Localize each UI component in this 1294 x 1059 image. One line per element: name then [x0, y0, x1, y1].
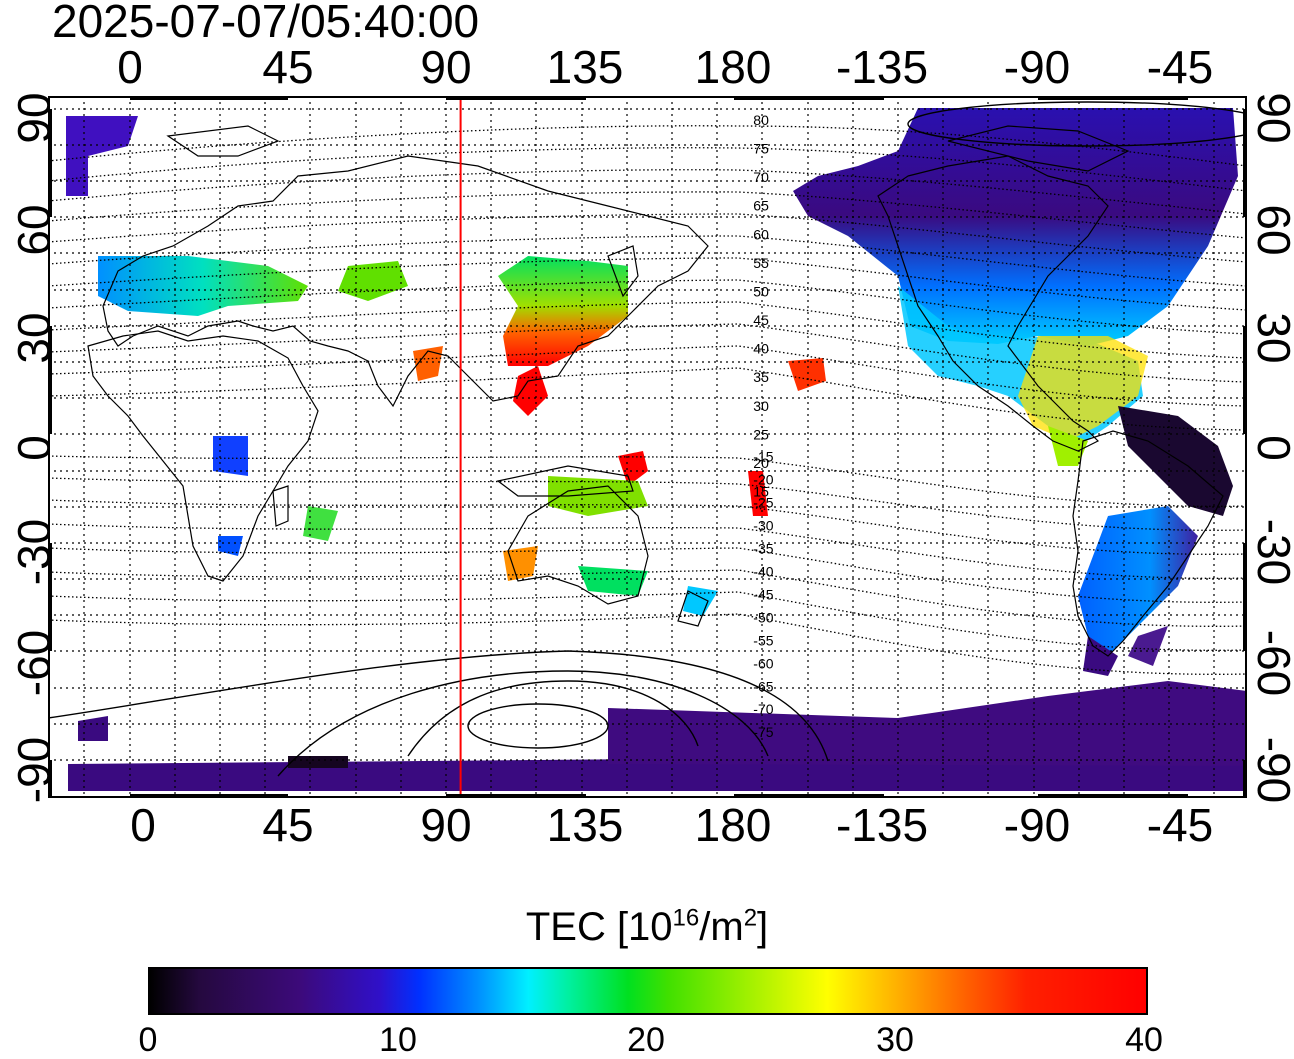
bottom-lon-tick: -135: [835, 799, 929, 851]
right-lat-tick: 60: [1248, 204, 1294, 256]
magnetic-latitude-label: 50: [753, 283, 769, 299]
top-lon-tick: 135: [546, 41, 624, 93]
timestamp-title: 2025-07-07/05:40:00: [52, 0, 480, 47]
right-lat-tick: -60: [1248, 629, 1294, 697]
colorbar-tick: 10: [379, 1021, 417, 1059]
top-lon-tick: -90: [1003, 41, 1071, 93]
magnetic-latitude-label: 75: [753, 141, 769, 157]
right-lat-tick: 90: [1248, 92, 1294, 144]
magnetic-latitude-label: 65: [753, 198, 769, 214]
top-lon-tick: 90: [420, 41, 472, 93]
magnetic-latitude-label: 45: [753, 312, 769, 328]
colorbar-tick: 30: [876, 1021, 914, 1059]
magnetic-latitude-label: -15: [753, 448, 773, 464]
magnetic-latitude-label: 55: [753, 255, 769, 271]
bottom-lon-tick: 135: [546, 799, 624, 851]
tec-data-overlay: [66, 108, 1247, 791]
top-lon-tick: 0: [117, 41, 143, 93]
graticule: [48, 96, 1247, 798]
magnetic-latitude-labels: 80 75 70 65 60 55 50 45 40 35 30 25 20 15 -15 -20 -25 -30…: [753, 112, 773, 740]
magnetic-latitude-label: -20: [753, 471, 773, 487]
magnetic-latitude-label: -55: [753, 632, 773, 648]
magnetic-latitude-label: 60: [753, 226, 769, 242]
right-lat-tick: 30: [1248, 312, 1294, 364]
right-lat-tick: 0: [1248, 435, 1294, 461]
colorbar-tick: 40: [1125, 1021, 1163, 1059]
bottom-lon-tick: 0: [130, 799, 156, 851]
top-lon-tick: 180: [694, 41, 772, 93]
colorbar-tick: 20: [627, 1021, 665, 1059]
top-lon-tick: -135: [835, 41, 929, 93]
top-lon-tick: 45: [262, 41, 314, 93]
magnetic-latitude-label: -50: [753, 609, 773, 625]
magnetic-latitude-label: 25: [753, 426, 769, 442]
magnetic-latitude-label: -45: [753, 586, 773, 602]
magnetic-latitude-label: -35: [753, 540, 773, 556]
auroral-oval-contours: [48, 101, 1247, 777]
magnetic-latitude-label: 35: [753, 369, 769, 385]
right-lat-tick: -90: [1248, 736, 1294, 804]
magnetic-latitude-label: 70: [753, 169, 769, 185]
magnetic-latitude-label: 80: [753, 112, 769, 128]
map-border: [48, 96, 1247, 798]
magnetic-latitude-label: -70: [753, 701, 773, 717]
magnetic-latitude-label: -25: [753, 494, 773, 510]
magnetic-latitude-label: 30: [753, 398, 769, 414]
tec-world-map: 80 75 70 65 60 55 50 45 40 35 30 25 20 15 -15 -20 -25 -30…: [48, 96, 1247, 798]
tec-colorbar: [148, 967, 1148, 1015]
magnetic-latitude-label: -75: [753, 724, 773, 740]
right-lat-tick: -30: [1248, 518, 1294, 586]
bottom-lon-tick: 90: [420, 799, 472, 851]
magnetic-latitude-label: 15: [753, 484, 769, 500]
frame-tick-marks: [48, 96, 1247, 798]
bottom-lon-tick: 45: [262, 799, 314, 851]
colorbar-title: TEC [1016/m2]: [525, 904, 769, 949]
magnetic-latitude-label: -30: [753, 517, 773, 533]
bottom-lon-tick: -90: [1003, 799, 1071, 851]
magnetic-latitude-label: -40: [753, 563, 773, 579]
magnetic-latitude-label: -65: [753, 678, 773, 694]
bottom-lon-tick: 180: [694, 799, 772, 851]
magnetic-latitude-label: -60: [753, 655, 773, 671]
colorbar-tick: 0: [138, 1021, 158, 1059]
magnetic-latitude-label: 40: [753, 341, 769, 357]
magnetic-latitude-label: 20: [753, 455, 769, 471]
bottom-lon-tick: -45: [1146, 799, 1214, 851]
coastlines: [87, 125, 1224, 657]
top-lon-tick: -45: [1146, 41, 1214, 93]
